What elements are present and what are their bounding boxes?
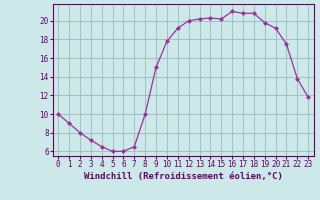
X-axis label: Windchill (Refroidissement éolien,°C): Windchill (Refroidissement éolien,°C) (84, 172, 283, 181)
